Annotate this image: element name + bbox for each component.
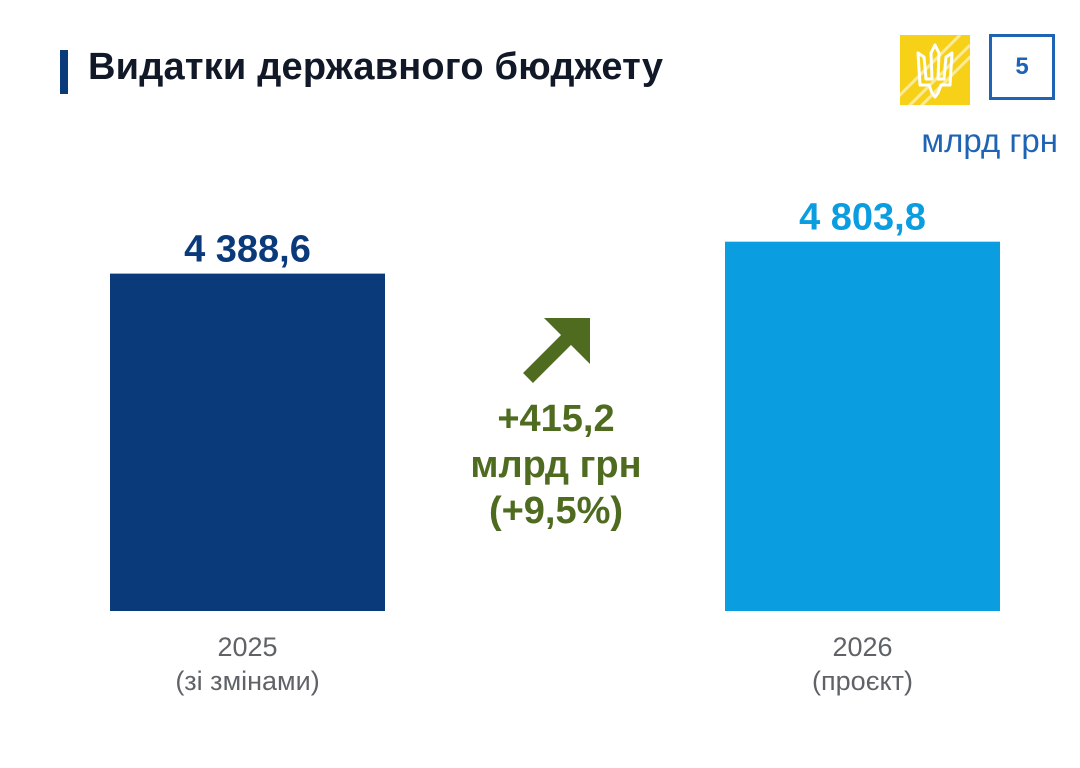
page-title: Видатки державного бюджету [88, 46, 664, 88]
ukraine-trident-icon [900, 35, 970, 105]
bar-value-label-0: 4 388,6 [184, 229, 311, 271]
title-accent-bar [60, 50, 68, 94]
category-label-1-line-1: (проєкт) [812, 666, 913, 696]
page-number-badge: 5 [989, 34, 1055, 100]
change-unit: млрд грн [470, 444, 642, 486]
category-label-1-line-0: 2026 [832, 632, 892, 662]
change-indicator: +415,2 млрд грн (+9,5%) [436, 310, 676, 534]
bar-1 [725, 241, 1000, 612]
unit-label: млрд грн [921, 122, 1058, 159]
bar-0 [110, 273, 385, 611]
category-label-0-line-1: (зі змінами) [175, 666, 319, 696]
bar-value-label-1: 4 803,8 [799, 197, 926, 239]
change-amount: +415,2 [497, 398, 615, 440]
change-percent: (+9,5%) [488, 490, 624, 532]
arrow-up-right-icon [523, 318, 590, 383]
category-label-0-line-0: 2025 [217, 632, 277, 662]
